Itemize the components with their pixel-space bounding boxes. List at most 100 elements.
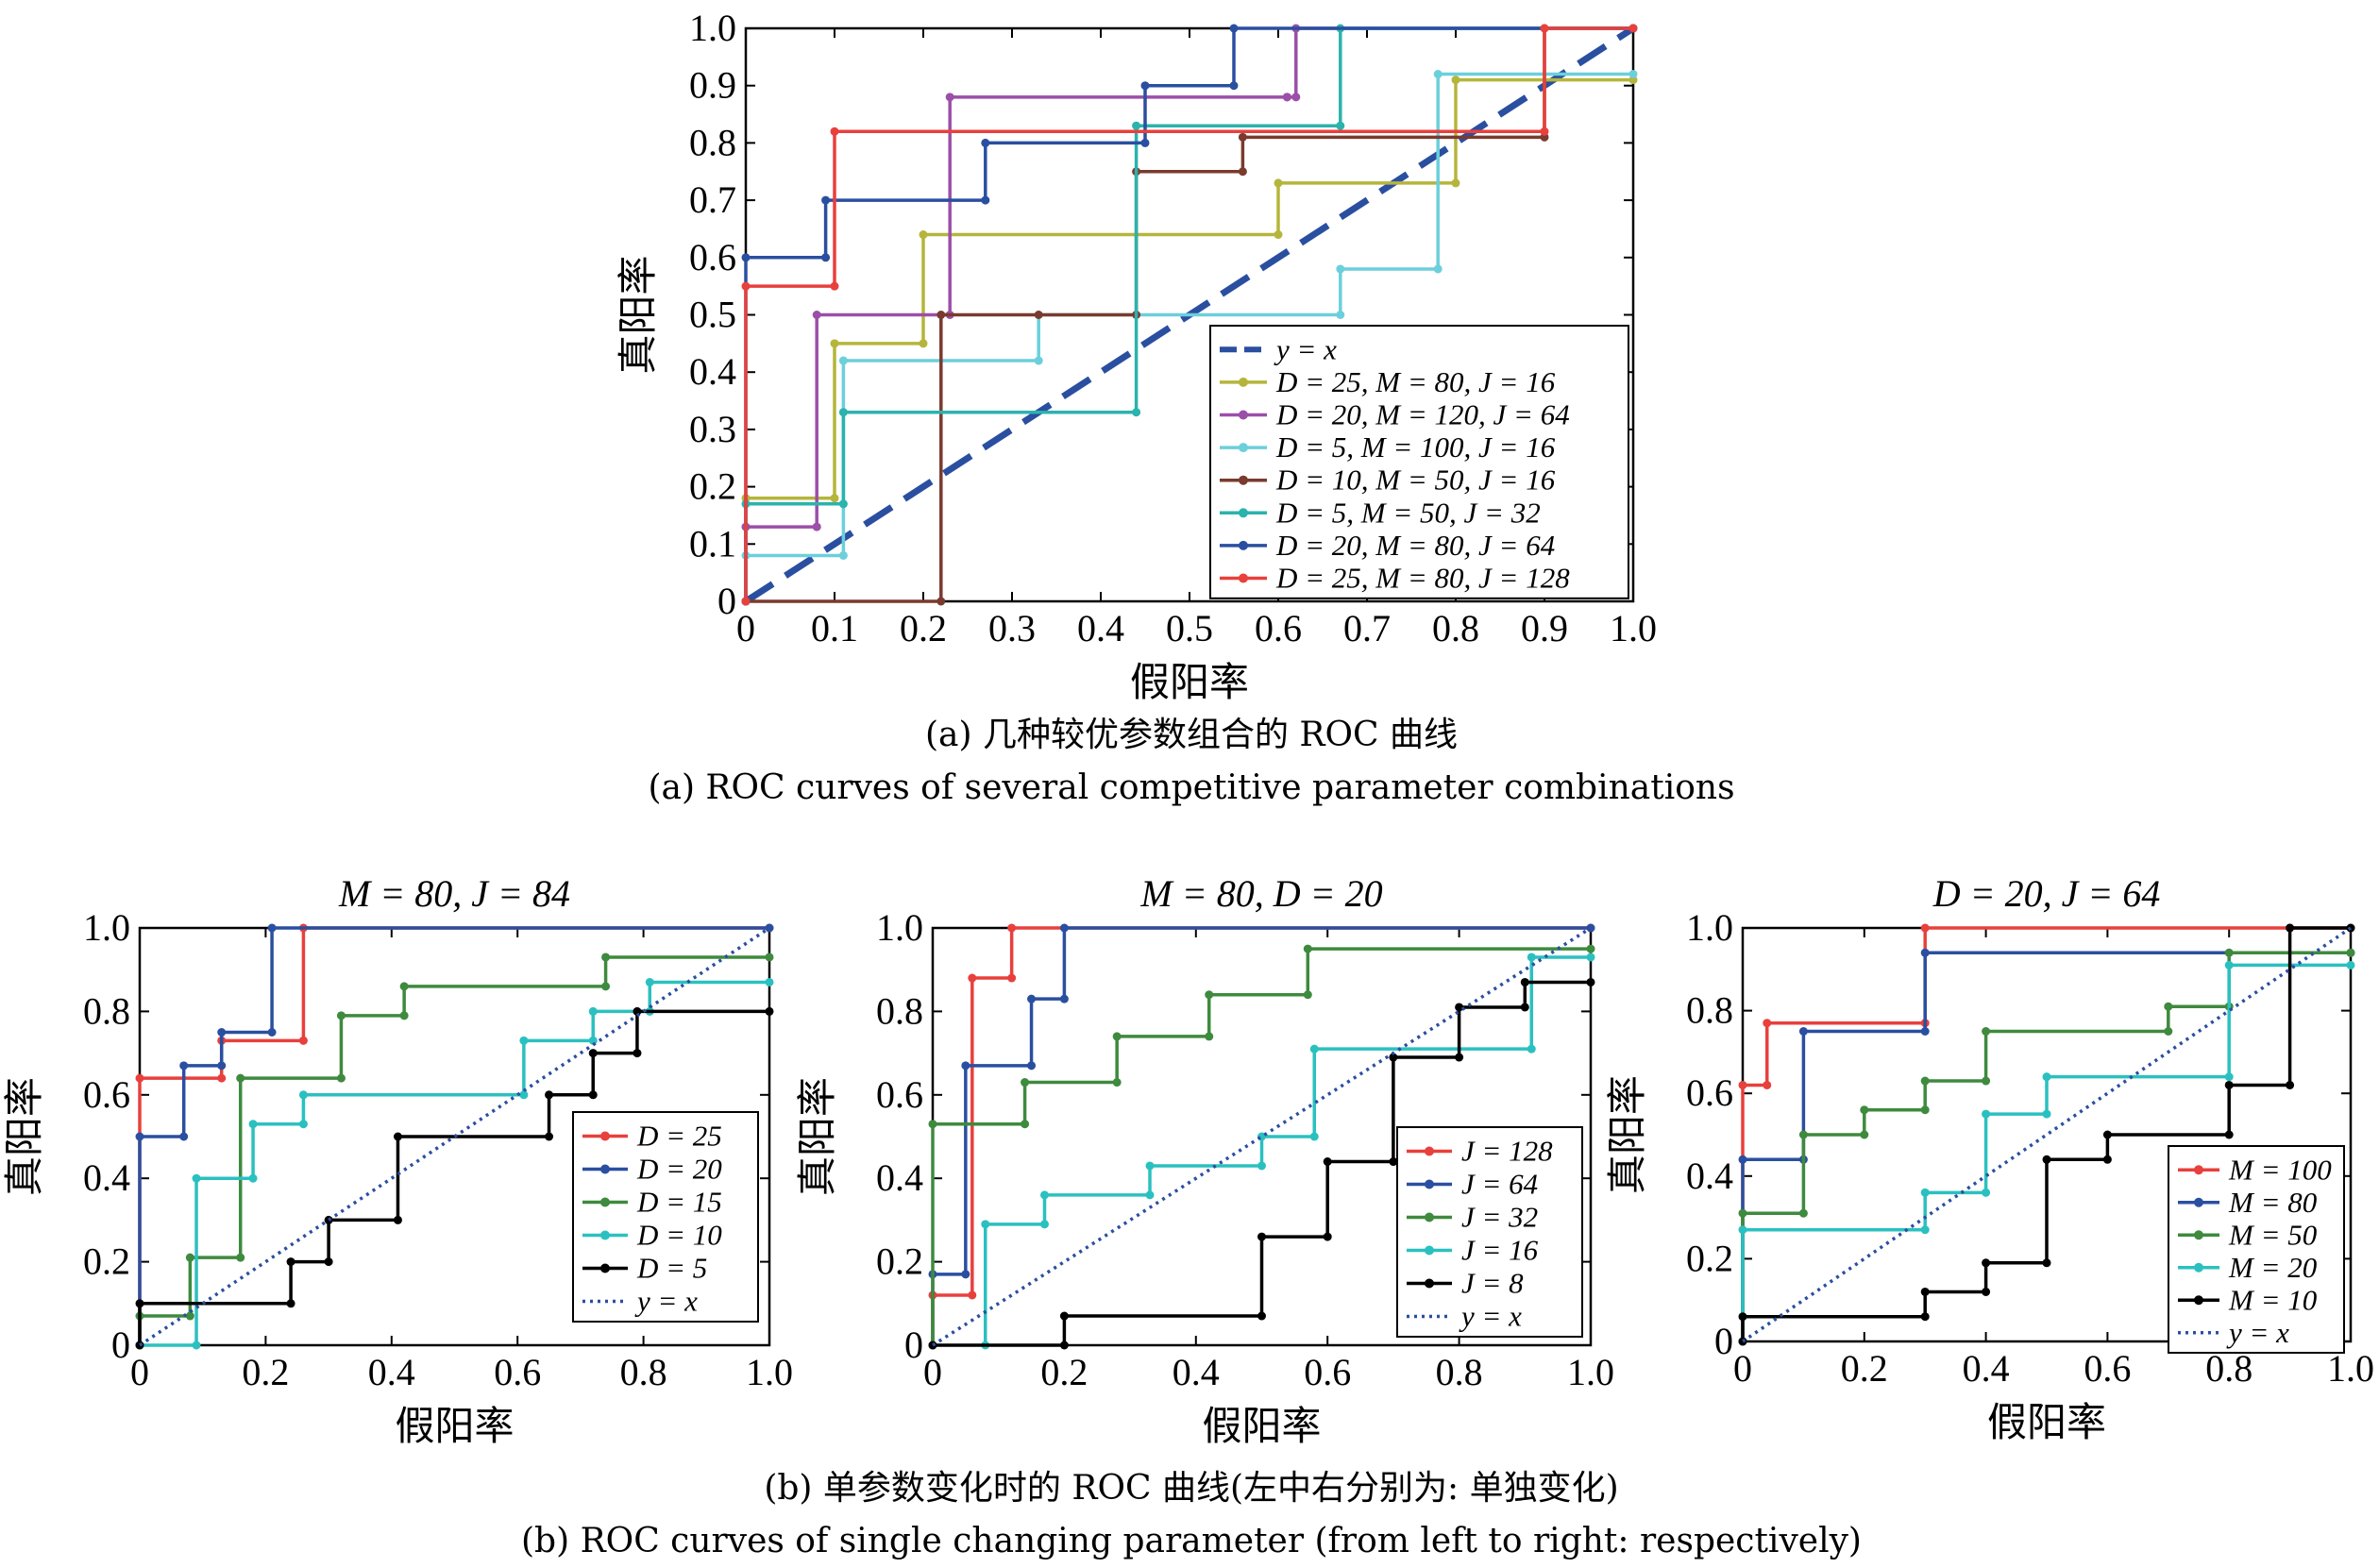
series-point [519,1090,529,1100]
series-point [812,522,821,531]
legend-marker [2194,1197,2203,1207]
series-line-5 [932,926,1592,1347]
series-point [919,230,928,240]
series-point [1389,1053,1398,1062]
series-point [1738,1208,1747,1218]
series-point [1738,1080,1747,1089]
x-tick-label: 0.6 [2084,1347,2131,1390]
series-point [741,597,751,606]
series-point [812,311,821,319]
series-point [1145,1190,1155,1200]
legend-marker [600,1197,610,1207]
series-point [1140,81,1150,91]
series-point [2224,1130,2234,1139]
series-point [2286,1080,2295,1089]
series-point [741,253,751,262]
series-point [838,408,848,417]
series-line-4 [933,980,1591,1347]
x-tick-label: 0.4 [368,1351,415,1393]
x-tick-label: 0.8 [2205,1347,2252,1390]
series-point [1920,1188,1930,1197]
y-tick-label: 0.3 [689,408,736,450]
y-tick-label: 0.4 [689,350,736,393]
y-tick-label: 1.0 [83,906,130,949]
chart-title: D = 20, J = 64 [1932,872,2161,915]
y-axis-label: 真阳率 [794,1077,840,1196]
series-point [1586,944,1595,953]
legend-label: M = 80 [2228,1186,2318,1219]
series-point [217,1061,227,1071]
series-point [1451,76,1460,85]
legend-label: D = 10 [636,1219,722,1252]
series-point [2224,1072,2234,1082]
series-point [1145,1161,1155,1171]
series-point [1303,944,1312,953]
series-point [1282,93,1291,102]
legend-marker [1425,1212,1434,1222]
series-point [981,1220,990,1229]
y-tick-label: 0 [1714,1320,1733,1362]
series-point [919,339,928,348]
series-point [1323,1157,1332,1167]
series-point [1520,977,1529,986]
series-point [1112,1032,1122,1041]
series-point [1982,1076,1991,1086]
series-point [298,1120,308,1129]
series-point [1455,1003,1464,1012]
x-tick-label: 0.1 [811,607,858,649]
series-point [1132,408,1141,417]
series-point [1257,1161,1266,1171]
series-point [645,977,654,986]
y-tick-label: 0 [904,1324,923,1366]
x-tick-label: 0.4 [1077,607,1124,649]
series-point [2224,960,2234,969]
legend-label: D = 15 [636,1186,722,1219]
legend-label: y = x [1274,332,1337,365]
x-tick-label: 0 [1733,1347,1752,1390]
x-tick-label: 1.0 [746,1351,793,1393]
series-point [2042,1155,2051,1164]
series-point [1309,1044,1319,1054]
series-point [1540,126,1549,136]
series-point [236,1253,245,1262]
y-tick-label: 0.8 [83,989,130,1032]
legend-label: y = x [1459,1300,1522,1333]
series-point [2102,1155,2112,1164]
series-point [1303,990,1312,1000]
series-point [2224,1080,2234,1089]
series-point [1433,70,1443,79]
series-point [1112,1078,1122,1087]
legend-label: M = 100 [2228,1153,2332,1186]
chart-panel-b1: 0 0.2 0.4 0.6 0.8 1.0 0 0.2 0.4 0.6 0.8 1.0 假阳率 真阳率 M … [1,872,793,1449]
series-point [2164,1002,2173,1011]
x-axis-label: 假阳率 [395,1403,514,1449]
x-tick-label: 0.9 [1521,607,1568,649]
series-point [545,1132,554,1141]
x-tick-label: 0.8 [1432,607,1479,649]
series-point [1433,264,1443,274]
series-point [1920,1105,1930,1115]
legend-box [572,1111,759,1323]
x-tick-label: 0.7 [1343,607,1391,649]
y-axis-label: 真阳率 [615,255,661,374]
series-point [298,1090,308,1100]
series-point [2102,1130,2112,1139]
legend-label: D = 20 [636,1153,722,1186]
caption-a-en: (a) ROC curves of several competitive pa… [648,768,1734,807]
legend-label: D = 5 [636,1252,707,1285]
series-point [1336,311,1345,319]
series-point [135,1299,144,1308]
series-point [765,977,774,986]
series-point [741,281,751,291]
series-point [192,1173,201,1183]
series-point [588,1090,598,1100]
series-point [1920,1027,1930,1036]
y-tick-label: 0.8 [876,989,923,1032]
x-tick-label: 0 [130,1351,149,1393]
series-point [393,1215,402,1224]
series-point [1451,178,1460,188]
series-point [1257,1232,1266,1241]
legend-box [1209,325,1629,599]
y-tick-label: 0.6 [689,236,736,278]
series-point [179,1061,189,1071]
